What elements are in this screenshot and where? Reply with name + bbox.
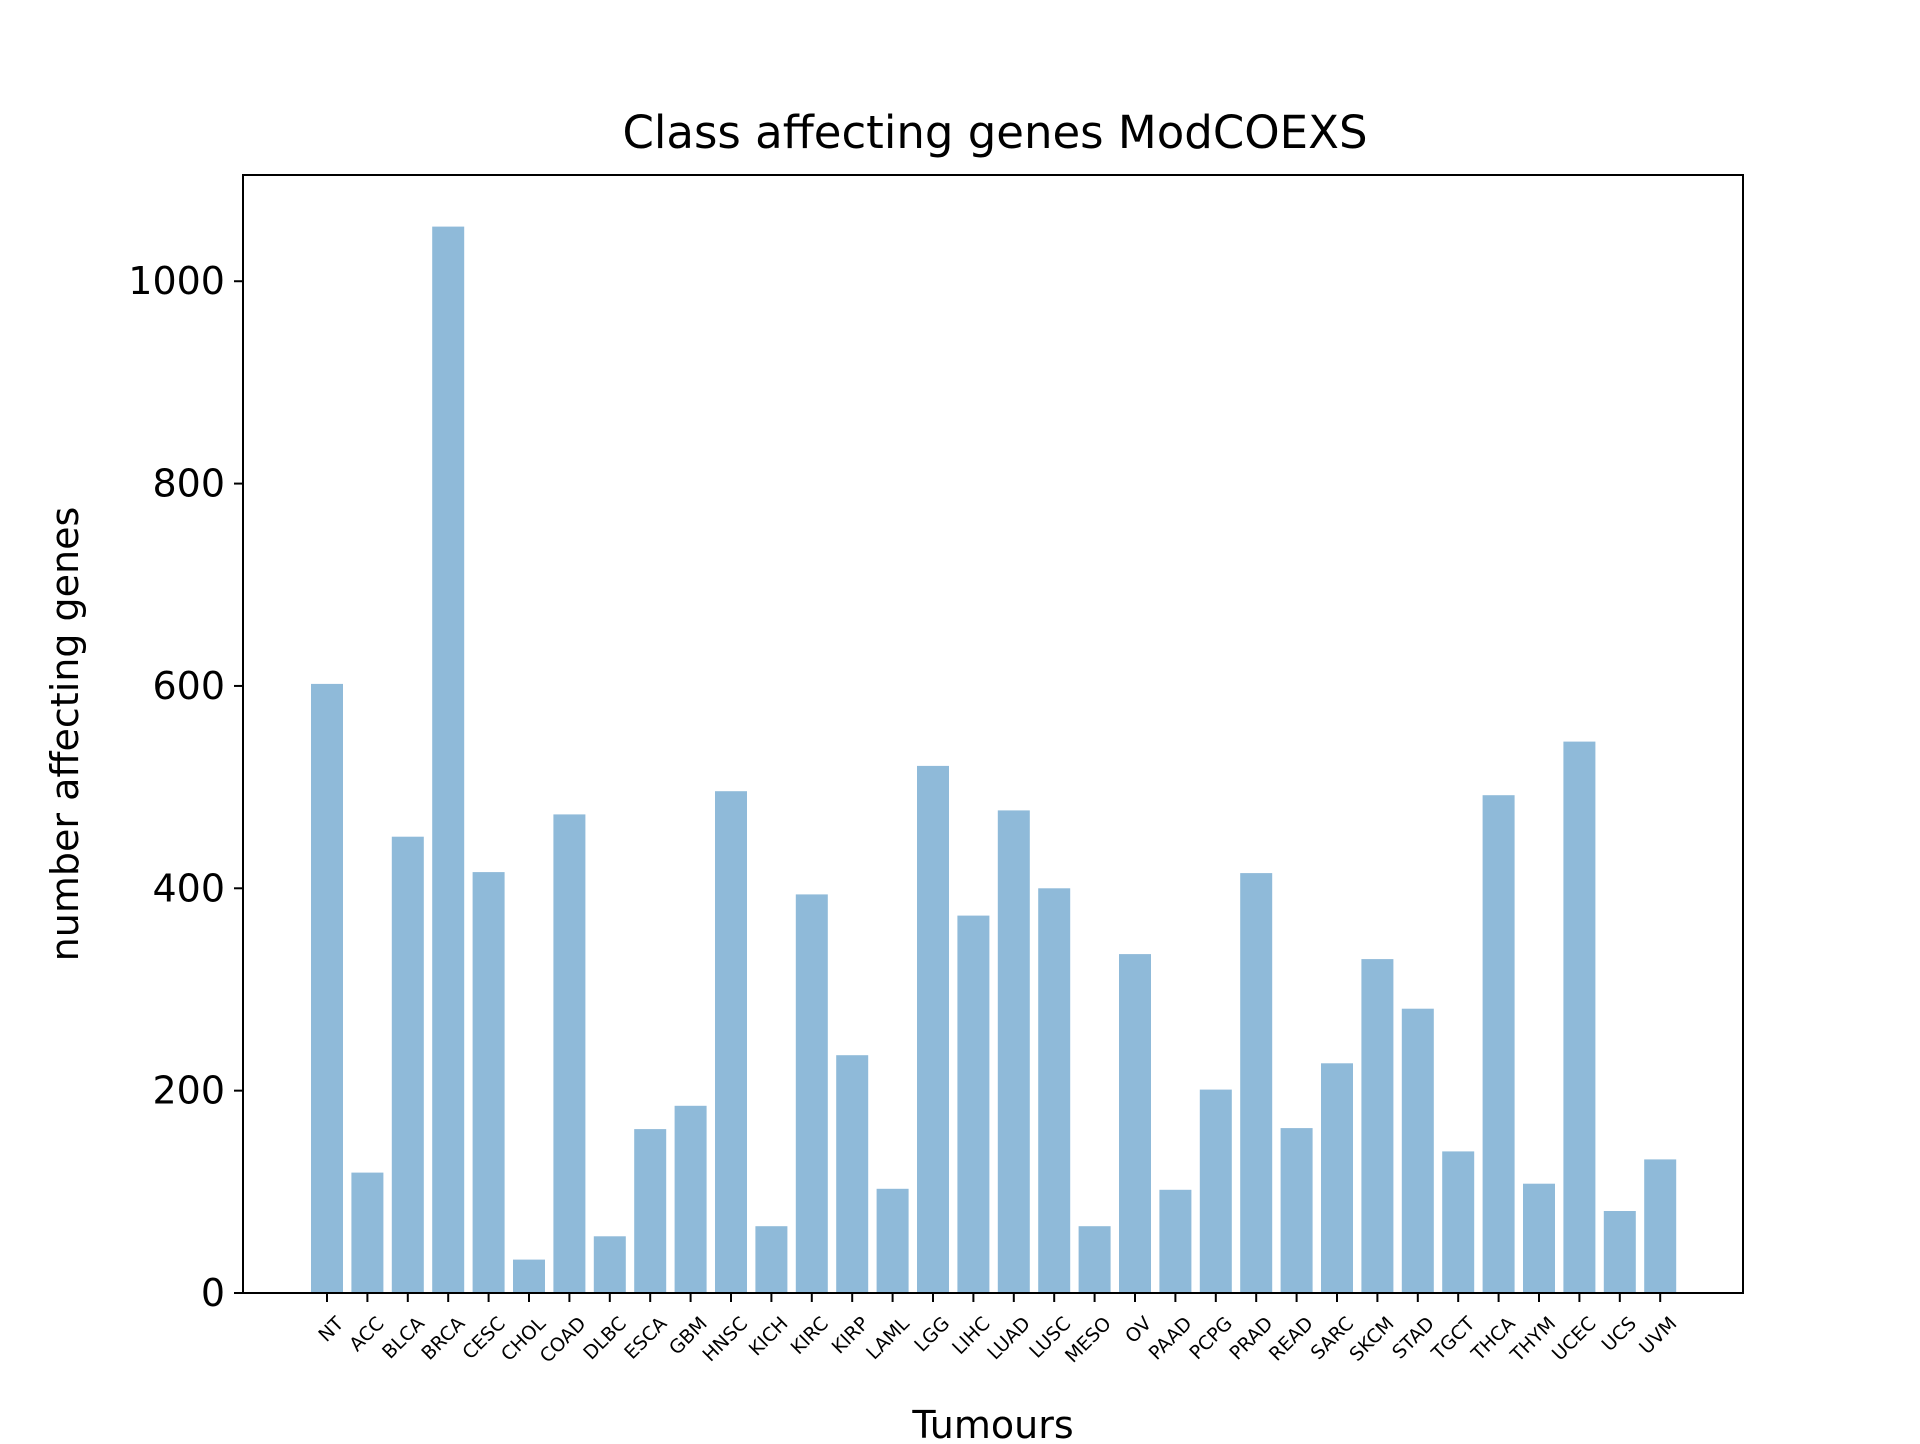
bar-ucs [1603,1211,1636,1293]
y-tick-label: 200 [152,1069,225,1113]
bar-lgg [917,765,949,1293]
x-tick-label: PCPG [1185,1313,1237,1365]
x-tick-label: PAAD [1145,1313,1197,1365]
y-tick-label: 800 [152,462,225,506]
x-tick-label: ESCA [620,1313,671,1364]
y-axis-label: number affecting genes [43,507,87,962]
x-tick-label: THCA [1467,1313,1520,1366]
x-tick-label: UCEC [1548,1313,1601,1366]
x-tick-label: BLCA [378,1313,429,1364]
x-tick-label: LAML [862,1312,914,1364]
bar-esca [634,1129,667,1293]
bar-blca [391,836,424,1293]
x-axis: NTACCBLCABRCACESCCHOLCOADDLBCESCAGBMHNSC… [314,1293,1681,1367]
x-tick-label: DLBC [579,1313,631,1365]
x-axis-label: Tumours [911,1403,1073,1440]
bar-cesc [472,872,505,1293]
bar-stad [1401,1008,1434,1293]
bar-dlbc [593,1236,626,1293]
bar-uvm [1644,1159,1677,1293]
x-tick-label: PRAD [1225,1313,1277,1365]
x-tick-label: UVM [1635,1313,1681,1359]
x-tick-label: READ [1265,1313,1318,1366]
x-tick-label: KICH [745,1313,793,1361]
y-tick-label: 1000 [128,259,225,303]
x-tick-label: LGG [910,1313,954,1357]
x-tick-label: KIRC [787,1313,833,1359]
x-tick-label: THYM [1506,1313,1560,1367]
bar-thca [1482,795,1515,1293]
bar-brca [432,226,465,1294]
x-tick-label: SKCM [1345,1313,1398,1366]
bar-kirp [836,1055,869,1293]
bar-laml [876,1188,909,1293]
bar-lusc [1038,888,1071,1293]
plot-frame [242,174,1744,1294]
x-tick-label: MESO [1061,1313,1116,1368]
bar-kirc [795,894,828,1293]
bar-thym [1523,1183,1555,1293]
bar-meso [1078,1226,1111,1293]
bar-kich [755,1226,788,1293]
x-tick-label: COAD [536,1313,591,1368]
bar-hnsc [715,791,747,1293]
bar-read [1280,1128,1313,1293]
bar-paad [1159,1189,1192,1293]
bar-gbm [674,1105,707,1293]
bar-sarc [1321,1063,1353,1293]
y-tick-label: 0 [201,1271,225,1315]
x-tick-label: TGCT [1427,1312,1480,1365]
bar-skcm [1361,959,1394,1293]
x-tick-label: HNSC [699,1313,753,1367]
bar-ov [1119,954,1151,1293]
y-axis: 0 200 400 600 800 1000 [128,259,243,1315]
bar-luad [997,810,1030,1293]
chart-title: Class affecting genes ModCOEXS [622,106,1367,159]
bar-chol [513,1259,545,1293]
bar-tgct [1442,1151,1475,1293]
x-tick-label: STAD [1388,1313,1439,1364]
bar-nt [311,683,343,1293]
bars-group [311,226,1677,1294]
x-tick-label: UCS [1598,1313,1641,1356]
bar-ucec [1563,741,1596,1293]
bar-acc [351,1172,384,1293]
y-tick-label: 600 [152,664,225,708]
bar-pcpg [1199,1089,1232,1293]
x-tick-label: NT [314,1312,348,1346]
x-tick-label: LUAD [983,1313,1035,1365]
bar-prad [1240,873,1273,1293]
bar-lihc [957,915,990,1293]
bar-coad [553,814,586,1293]
y-tick-label: 400 [152,866,225,910]
x-tick-label: BRCA [417,1313,469,1365]
